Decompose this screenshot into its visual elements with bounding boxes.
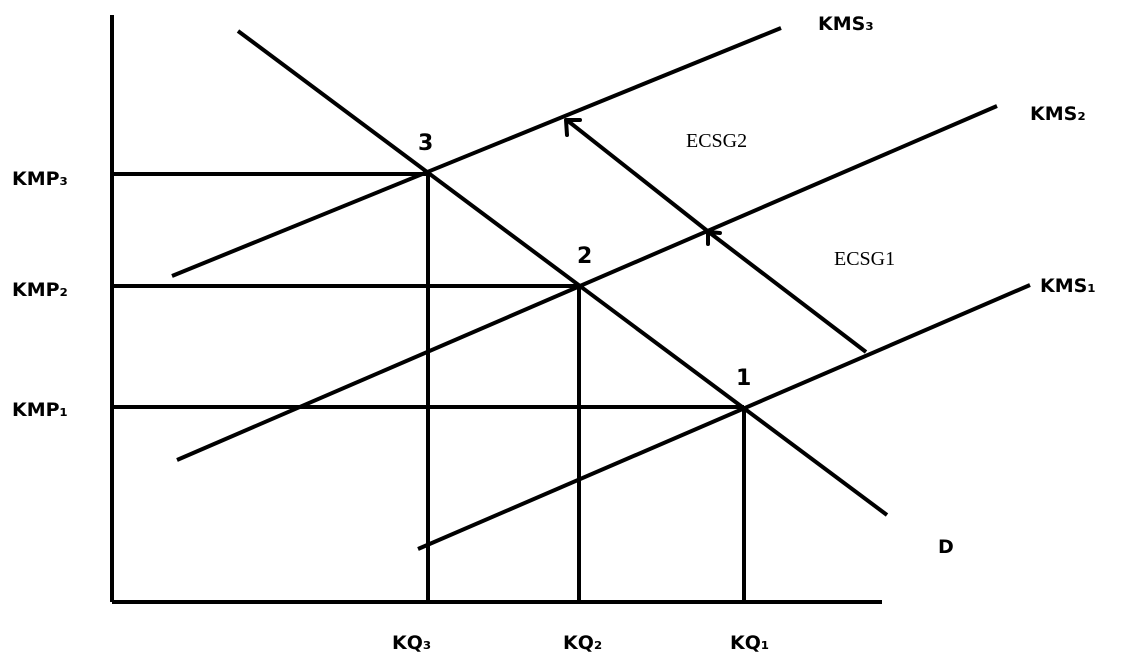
demand-label: D: [938, 536, 954, 558]
shift-label-1: ECSG1: [834, 248, 895, 270]
quantity-label-1: KQ₁: [730, 632, 769, 654]
supply-curve-2: [176, 104, 998, 462]
supply-curve-3: [171, 26, 782, 278]
price-label-2: KMP₂: [12, 279, 68, 301]
shift-arrow-2-head: [564, 118, 582, 137]
shift-arrow-1-shaft: [708, 231, 868, 354]
demand-curve: [236, 29, 889, 517]
supply-label-3: KMS₃: [818, 13, 874, 35]
price-label-3: KMP₃: [12, 168, 68, 190]
quantity-label-2: KQ₂: [563, 632, 602, 654]
point-label-1: 1: [736, 366, 751, 391]
point-label-2: 2: [577, 244, 592, 269]
supply-curve-1: [417, 283, 1031, 551]
shift-label-2: ECSG2: [686, 130, 747, 152]
quantity-label-3: KQ₃: [392, 632, 431, 654]
supply-label-1: KMS₁: [1040, 275, 1096, 297]
price-label-1: KMP₁: [12, 399, 68, 421]
point-label-3: 3: [418, 131, 433, 156]
shift-arrow-2-shaft: [566, 119, 712, 235]
supply-label-2: KMS₂: [1030, 103, 1086, 125]
